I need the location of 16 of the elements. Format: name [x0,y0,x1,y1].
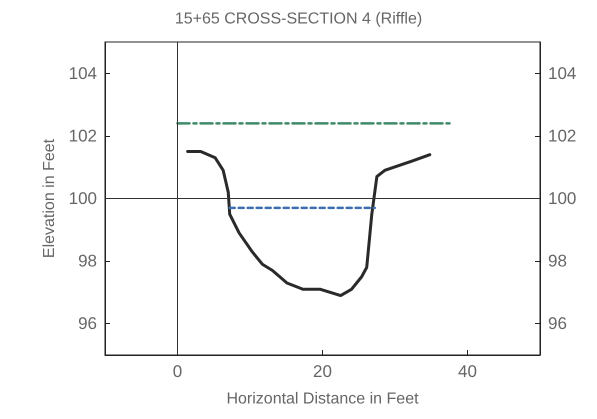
x-tick-label: 0 [172,362,182,381]
x-axis-title: Horizontal Distance in Feet [226,390,420,408]
chart-title: 15+65 CROSS-SECTION 4 (Riffle) [174,10,422,28]
x-tick-label: 20 [313,362,332,381]
y-tick-label: 98 [78,252,97,271]
y2-tick-label: 98 [548,252,567,271]
y-tick-label: 100 [68,189,97,208]
y2-tick-label: 104 [548,64,576,83]
y-tick-label: 104 [68,64,97,83]
y2-tick-label: 102 [548,126,576,146]
y2-tick-label: 100 [548,189,576,208]
y2-tick-label: 96 [548,314,567,334]
y-tick-label: 96 [78,314,97,334]
x-tick-label: 40 [458,362,477,381]
y-tick-label: 102 [68,126,97,146]
y-axis-title: Elevation in Feet [41,138,58,258]
